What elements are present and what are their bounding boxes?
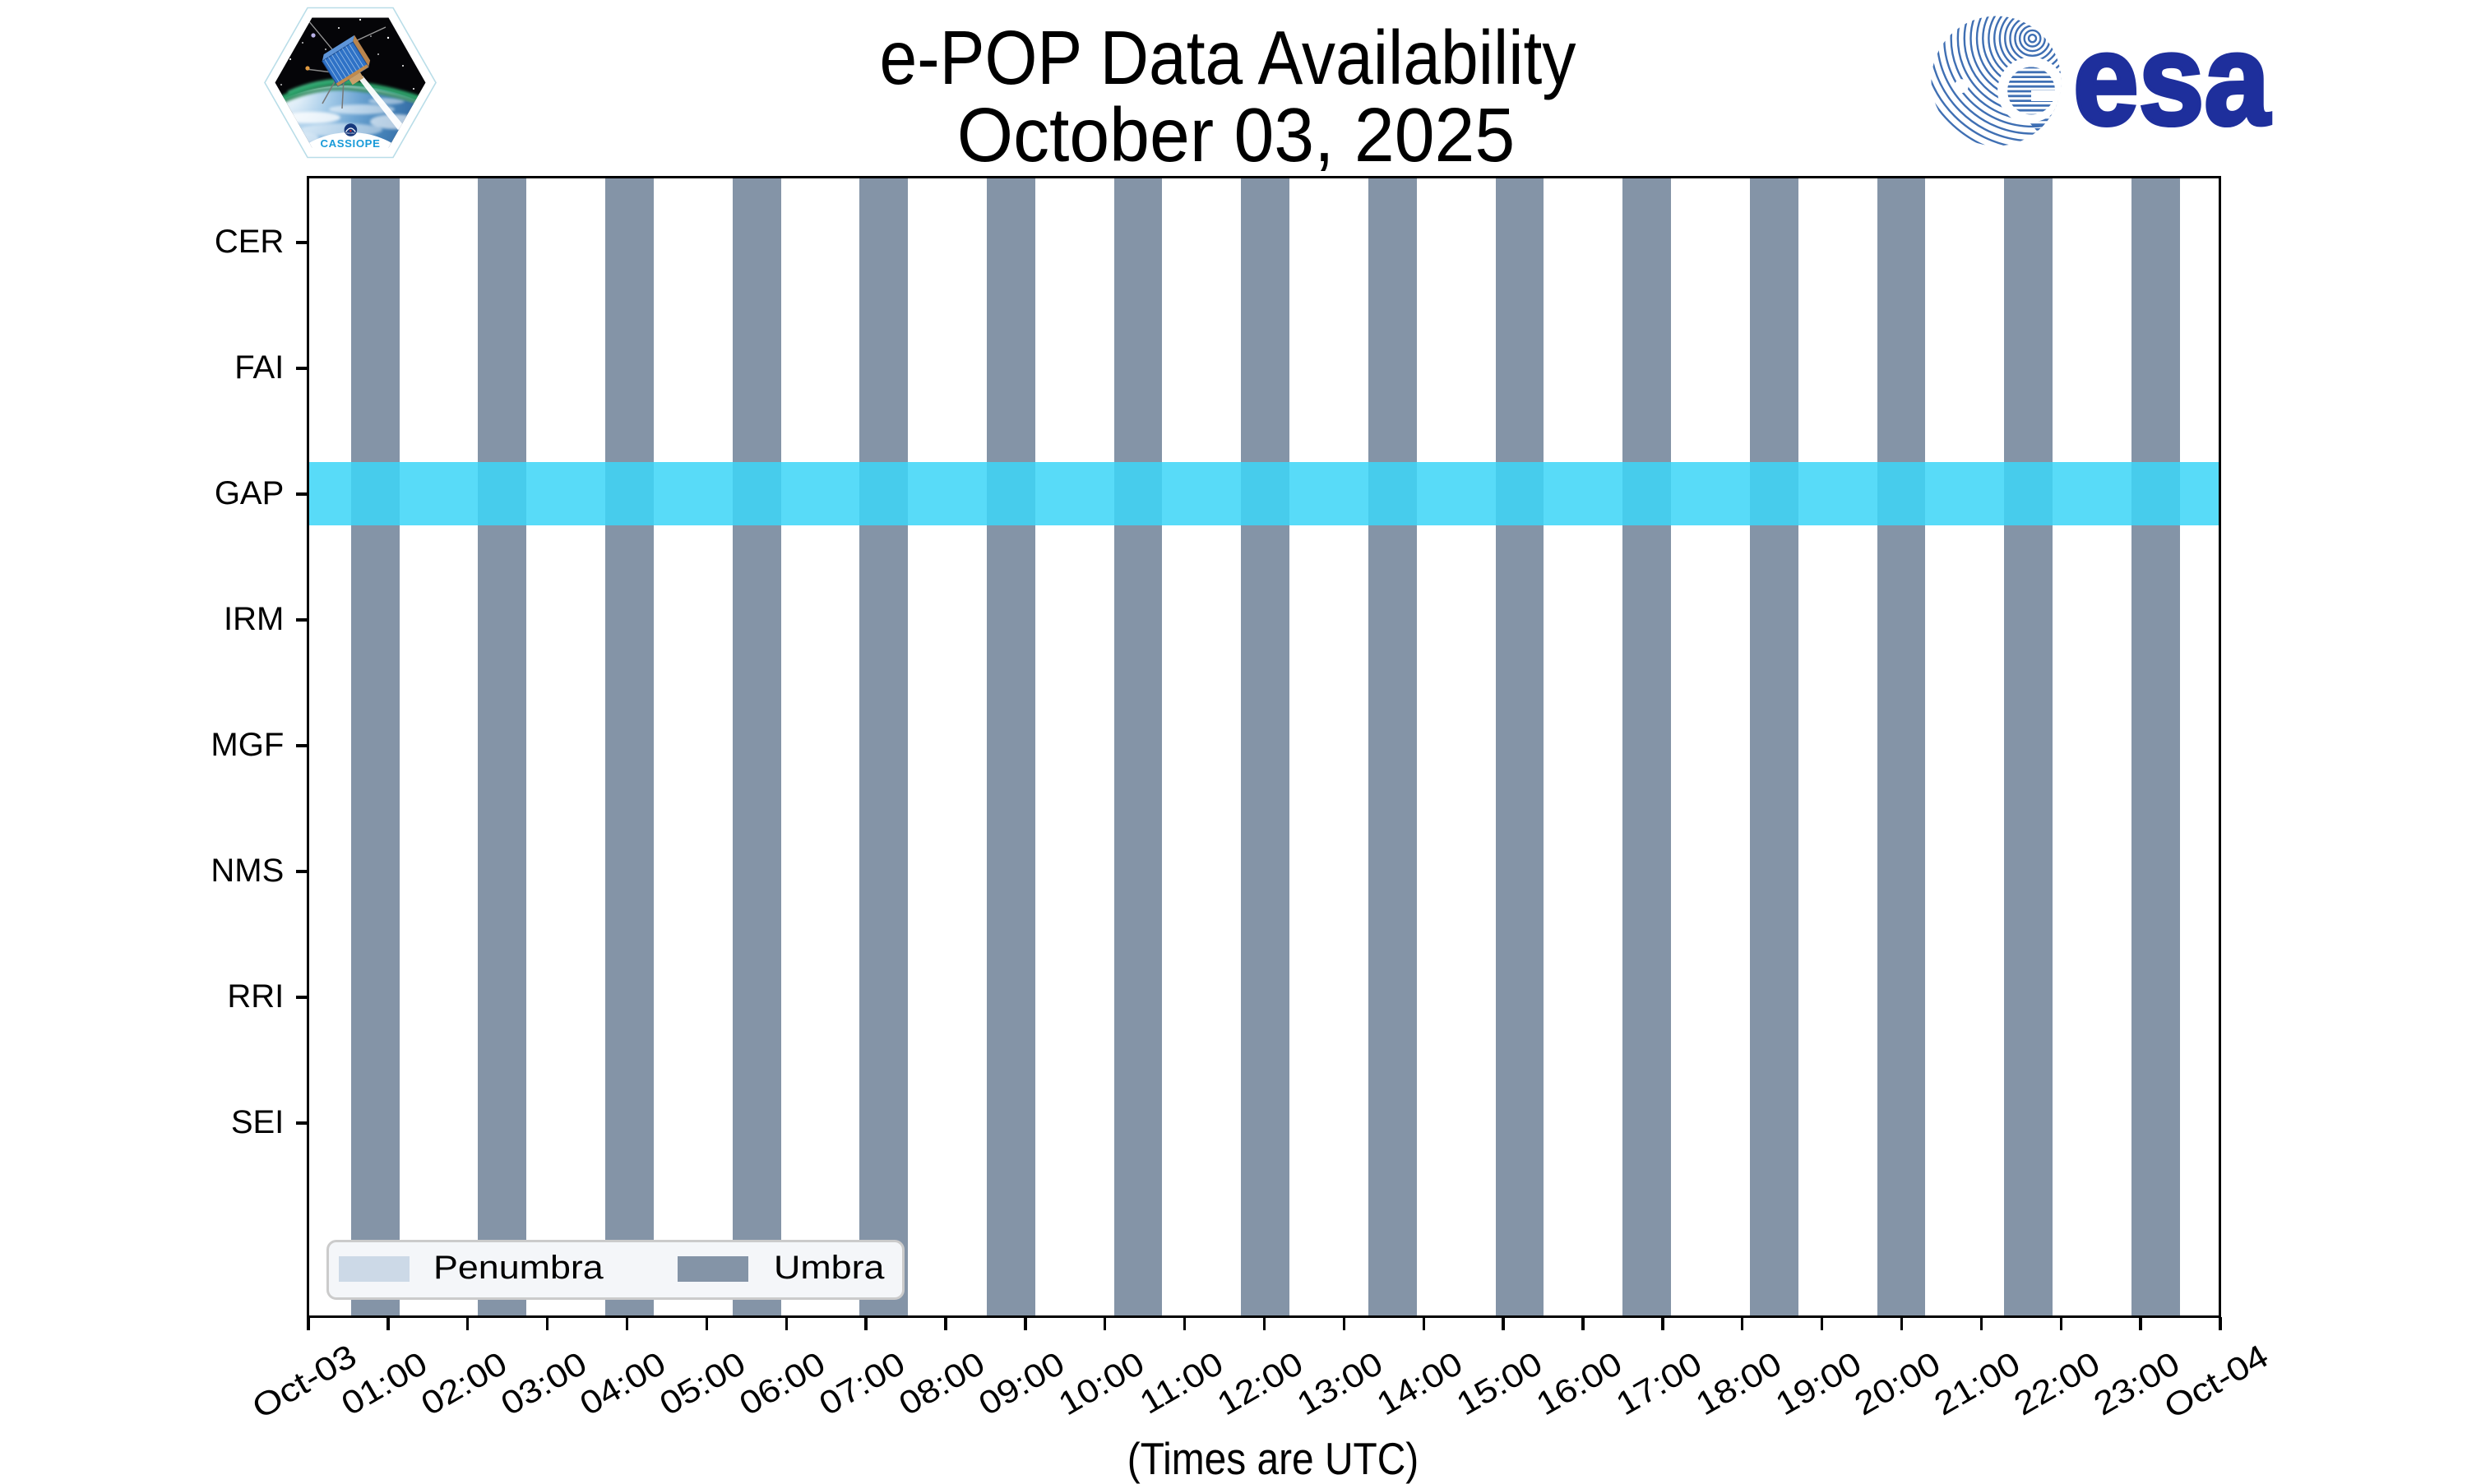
svg-text:CSA ASC: CSA ASC (345, 132, 354, 135)
svg-text:CASSIOPE: CASSIOPE (321, 137, 381, 150)
